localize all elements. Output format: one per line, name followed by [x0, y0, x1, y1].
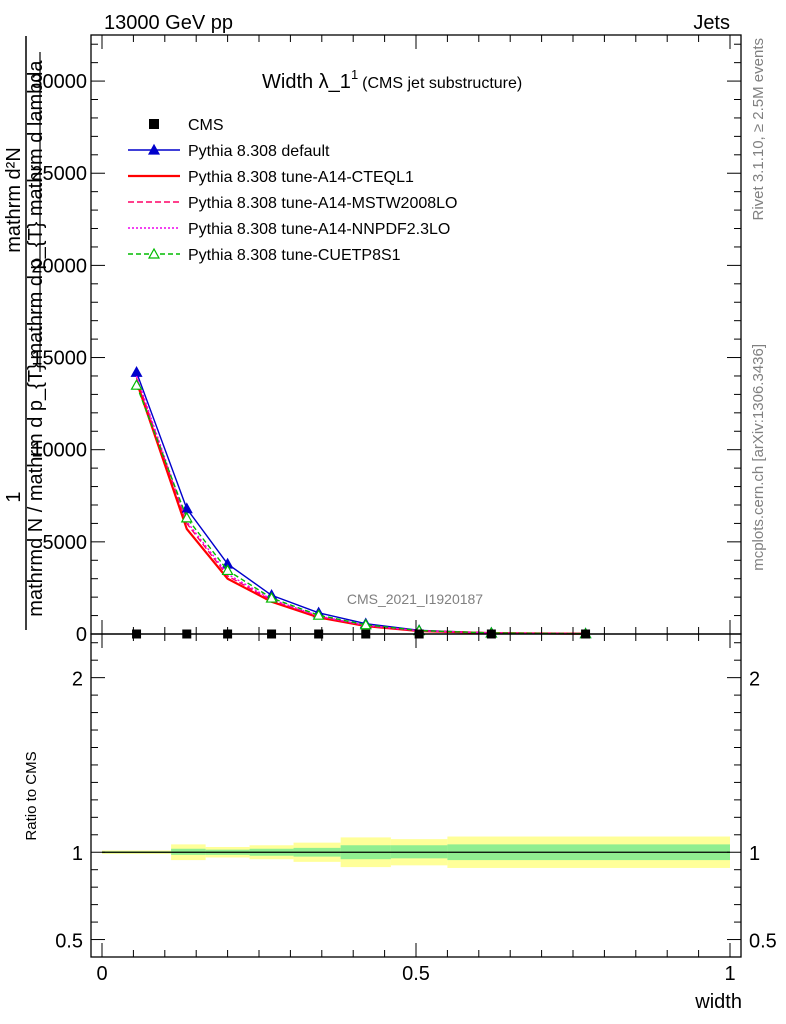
- series-marker-4-5: [359, 618, 372, 630]
- ylabel-numerator-top: mathrm d²N: [3, 147, 25, 253]
- ratio-ytick-label-left-0: 0.5: [55, 931, 83, 953]
- ratio-ytick-label-right-1: 1: [749, 843, 760, 865]
- series-line-4: [135, 384, 586, 635]
- main-ytick-label-4: 20000: [31, 255, 87, 277]
- main-plot: 0 5000 10000 15000 20000 25000 30000: [31, 34, 742, 646]
- ratio-frame: [90, 633, 742, 958]
- main-ytick-label-5: 25000: [31, 163, 87, 185]
- series-marker-4-2: [221, 564, 234, 576]
- ratio-ytick-label-left-1: 1: [72, 843, 83, 865]
- legend-label-0: Pythia 8.308 default: [188, 143, 330, 160]
- ratio-plot: 0.5 0.5 1 1 2 2 0 0.5 1: [55, 633, 777, 985]
- ylabel-numerator-bottom: mathrm d p_{T} mathrm d lambda: [25, 60, 47, 360]
- plot-title-sub: (CMS jet substructure): [362, 75, 522, 92]
- x-tick-label-0: 0: [96, 963, 107, 985]
- legend-marker-4: [147, 247, 161, 259]
- plot-title-sup: 1: [351, 67, 358, 82]
- ratio-ytick-label-right-0: 0.5: [749, 931, 777, 953]
- legend-label-2: Pythia 8.308 tune-A14-MSTW2008LO: [188, 195, 457, 212]
- ylabel-one: 1: [3, 491, 25, 502]
- legend-label-3: Pythia 8.308 tune-A14-NNPDF2.3LO: [188, 221, 450, 238]
- legend-label-4: Pythia 8.308 tune-CUETP8S1: [188, 247, 401, 264]
- legend-label-cms: CMS: [188, 117, 224, 134]
- plot-title: Width λ_11 (CMS jet substructure): [262, 67, 522, 93]
- legend-label-1: Pythia 8.308 tune-A14-CTEQL1: [188, 169, 414, 186]
- main-ytick-label-6: 30000: [31, 71, 87, 93]
- header-left: 13000 GeV pp: [104, 12, 233, 34]
- ratio-frame-rect: [90, 633, 742, 958]
- main-ytick-label-1: 5000: [43, 532, 88, 554]
- legend-marker-0: [147, 143, 161, 155]
- x-axis-label: width: [694, 991, 742, 1013]
- ratio-bands: [102, 836, 730, 868]
- ratio-ytick-label-right-2: 2: [749, 669, 760, 691]
- ylabel-denominator: mathrmd N / mathrm d p_{T}: [25, 363, 47, 617]
- header-right: Jets: [693, 12, 730, 34]
- ratio-ytick-label-left-2: 2: [72, 669, 83, 691]
- series-marker-4-1: [180, 511, 193, 523]
- ratio-ticks: 0.5 0.5 1 1 2 2 0 0.5 1: [55, 634, 777, 985]
- legend-marker-cms: [149, 119, 159, 129]
- ratio-ylabel: Ratio to CMS: [23, 751, 40, 840]
- series-marker-0-0: [130, 366, 143, 377]
- plot-title-main: Width λ_1: [262, 71, 351, 93]
- series-marker-4-3: [265, 591, 278, 603]
- main-ticks: 0 5000 10000 15000 20000 25000 30000: [31, 35, 741, 646]
- main-ytick-label-0: 0: [76, 624, 87, 646]
- series-marker-4-0: [130, 378, 143, 390]
- main-ytick-label-2: 10000: [31, 440, 87, 462]
- legend: CMS Pythia 8.308 default Pythia 8.308 tune…: [128, 117, 457, 264]
- watermark: CMS_2021_I1920187: [347, 591, 483, 607]
- main-ytick-label-3: 15000: [31, 348, 87, 370]
- x-tick-label-2: 1: [724, 963, 735, 985]
- mcplots-label: mcplots.cern.ch [arXiv:1306.3436]: [750, 344, 767, 571]
- rivet-label: Rivet 3.1.10, ≥ 2.5M events: [750, 38, 767, 221]
- x-tick-label-1: 0.5: [402, 963, 430, 985]
- series-marker-4-4: [312, 608, 325, 620]
- main-ylabel: 1 mathrmd N / mathrm d p_{T} mathrm d²N …: [3, 36, 47, 630]
